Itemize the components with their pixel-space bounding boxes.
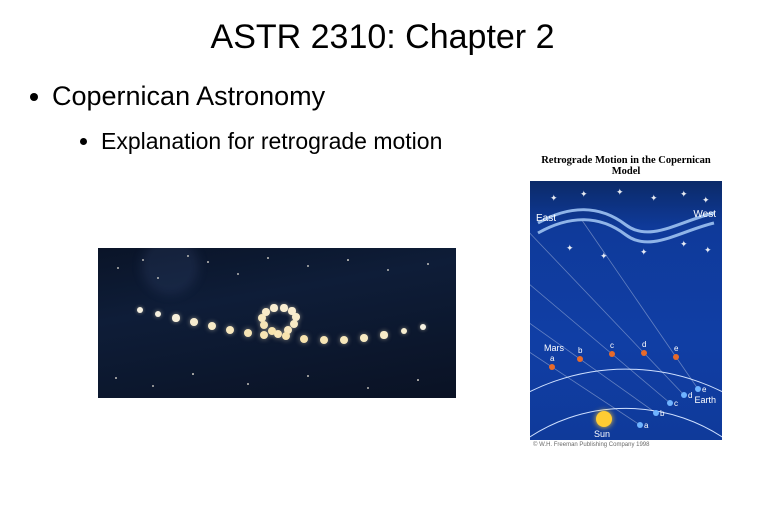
copernican-diagram: Retrograde Motion in the Copernican Mode… [530,152,722,450]
background-star [192,373,194,375]
sun-label: Sun [594,429,610,439]
background-star-icon: ✦ [640,247,648,258]
background-star-icon: ✦ [704,245,712,256]
planet-position-dot [282,332,291,341]
bullet-level2-text: Explanation for retrograde motion [101,128,442,155]
planet-position-dot [420,324,426,330]
west-label: West [693,209,716,220]
background-star-icon: ✦ [550,193,558,204]
background-star [237,273,239,275]
background-star-icon: ✦ [616,187,624,198]
background-star-icon: ✦ [680,239,688,250]
bullet-dot-icon [30,93,38,101]
planet-position-dot [260,321,268,329]
background-star [142,259,144,261]
planet-position-dot [270,304,277,311]
background-star [307,375,309,377]
slide-title: ASTR 2310: Chapter 2 [0,0,765,81]
east-label: East [536,213,556,224]
diagram-title: Retrograde Motion in the Copernican Mode… [530,152,722,181]
planet-position-dot [360,334,368,342]
planet-position-dot [340,336,348,344]
bullet-level1-text: Copernican Astronomy [52,81,325,112]
mars-label: Mars [544,343,564,353]
svg-text:d: d [642,340,646,349]
background-star [417,379,419,381]
background-star [347,259,349,261]
planet-position-dot [380,331,387,338]
background-star [152,385,154,387]
bullet-level2: Explanation for retrograde motion [80,128,765,155]
planet-position-dot [208,322,216,330]
svg-text:d: d [688,391,692,400]
background-star [367,387,369,389]
svg-text:c: c [674,399,678,408]
svg-text:a: a [550,354,555,363]
planet-position-dot [280,304,287,311]
planet-position-dot [288,307,295,314]
svg-text:e: e [702,385,707,394]
planet-position-dot [172,314,179,321]
diagram-footer-credit: © W.H. Freeman Publishing Company 1998 [530,440,722,450]
svg-text:e: e [674,344,679,353]
planet-position-dot [155,311,162,318]
planet-position-dot [244,329,253,338]
background-star [117,267,119,269]
background-star-icon: ✦ [702,195,710,206]
background-star-icon: ✦ [650,193,658,204]
planet-position-dot [190,318,198,326]
planet-position-dot [320,336,328,344]
earth-label: Earth [694,395,716,405]
background-star [115,377,117,379]
background-star-icon: ✦ [566,243,574,254]
background-star-icon: ✦ [680,189,688,200]
diagram-body: abcde abcde East West Mars Earth Sun ✦✦✦… [530,181,722,440]
planet-position-dot [137,307,143,313]
planet-position-dot [300,335,309,344]
background-star [427,263,429,265]
background-star [267,257,269,259]
planet-position-dot [260,331,269,340]
star-cluster [148,248,192,288]
sun-icon [596,411,612,427]
planet-position-dot [401,328,408,335]
bullet-dot-icon [80,138,87,145]
background-star [387,269,389,271]
planet-position-dot [290,320,298,328]
svg-text:b: b [578,346,583,355]
background-star [247,383,249,385]
bullet-level1: Copernican Astronomy [30,81,765,112]
svg-text:b: b [660,409,665,418]
svg-text:c: c [610,341,614,350]
background-star [207,261,209,263]
svg-text:a: a [644,421,649,430]
background-star [307,265,309,267]
retrograde-photo [98,248,456,398]
planet-position-dot [226,326,234,334]
background-star-icon: ✦ [600,251,608,262]
background-star-icon: ✦ [580,189,588,200]
